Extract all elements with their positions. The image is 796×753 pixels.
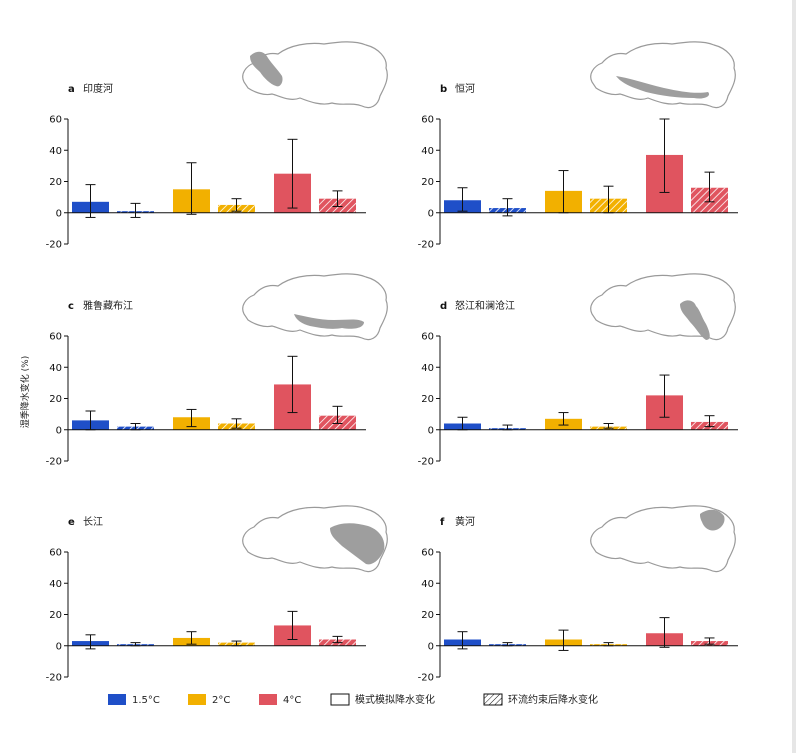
y-tick-label: -20 [418,673,434,684]
legend-label-model: 模式模拟降水变化 [355,693,435,706]
y-tick-label: 40 [421,146,434,157]
indus-basin-map-icon [242,41,388,109]
panel-letter: b [440,84,447,95]
y-tick-label: 0 [56,208,62,219]
legend-label-2c: 2°C [212,695,230,706]
panel-letter: a [68,84,75,95]
panel-letter: d [440,301,447,312]
panel-e: e 长江 60 40 20 0 -20 [46,505,388,684]
panel-c: c 雅鲁藏布江 60 40 20 0 -20 [46,273,388,468]
y-tick-label: 0 [428,641,434,652]
y-tick-label: 20 [49,394,62,405]
y-tick-label: 60 [49,548,62,559]
y-tick-label: 20 [49,177,62,188]
legend-swatch-2c [188,694,206,705]
y-tick-label: 0 [428,208,434,219]
panel-b: b 恒河 60 40 20 0 -20 [418,41,738,251]
basin-highlight [700,509,725,531]
plateau-outline [590,505,736,573]
y-tick-label: 40 [49,363,62,374]
panel-title: 雅鲁藏布江 [83,299,133,312]
plateau-outline [590,41,736,109]
basin-highlight [294,314,364,329]
y-tick-label: 20 [49,610,62,621]
plateau-outline [242,41,388,109]
legend-label-1p5c: 1.5°C [132,695,160,706]
y-tick-label: -20 [46,457,62,468]
y-axis-label: 湿季降水变化 (%) [19,356,31,428]
basin-highlight [250,51,283,87]
ganges-basin-map-icon [590,41,736,109]
panel-title: 印度河 [83,82,113,95]
y-tick-label: 60 [421,332,434,343]
y-tick-label: 60 [49,115,62,126]
y-tick-label: 40 [421,363,434,374]
yangtze-basin-map-icon [242,505,388,573]
panel-title: 恒河 [455,82,475,95]
plateau-outline [590,273,736,341]
panel-letter: f [440,517,445,528]
y-tick-label: 60 [421,115,434,126]
panel-title: 黄河 [455,515,475,528]
nu-lancang-basin-map-icon [590,273,736,341]
plateau-outline [242,273,388,341]
y-tick-label: 20 [421,177,434,188]
basin-highlight [330,523,385,565]
y-tick-label: -20 [418,240,434,251]
y-tick-label: 40 [421,579,434,590]
y-tick-label: 0 [56,425,62,436]
legend-swatch-model [330,693,350,706]
panel-d: d 怒江和澜沧江 60 40 20 0 -20 [418,273,738,468]
y-tick-label: 20 [421,610,434,621]
legend-swatch-1p5c [108,694,126,705]
y-tick-label: 60 [49,332,62,343]
y-tick-label: -20 [418,457,434,468]
yellow-river-basin-map-icon [590,505,736,573]
panels: a 印度河 60 40 20 0 -20 b 恒河 60 40 20 0 -20 c 雅鲁藏布江 60 40 20 0… [46,41,738,684]
y-tick-label: 60 [421,548,434,559]
panel-a: a 印度河 60 40 20 0 -20 [46,41,388,251]
y-tick-label: -20 [46,673,62,684]
panel-title: 长江 [83,516,103,528]
right-edge-strip [792,0,796,753]
basin-highlight [616,76,710,99]
panel-letter: c [68,301,74,312]
panel-title: 怒江和澜沧江 [455,299,515,312]
basin-highlight [680,300,710,340]
legend-swatch-constrained [483,693,503,706]
y-tick-label: 0 [56,641,62,652]
y-tick-label: 40 [49,579,62,590]
legend-label-4c: 4°C [283,695,301,706]
legend-swatch-4c [259,694,277,705]
yarlung-tsangpo-basin-map-icon [242,273,388,341]
y-tick-label: 40 [49,146,62,157]
y-tick-label: -20 [46,240,62,251]
panel-letter: e [68,517,75,528]
legend-label-constrained: 环流约束后降水变化 [508,693,598,706]
panel-f: f 黄河 60 40 20 0 -20 [418,505,738,684]
legend: 1.5°C 2°C 4°C 模式模拟降水变化 环流约束后降水变化 [108,693,598,706]
y-tick-label: 20 [421,394,434,405]
y-tick-label: 0 [428,425,434,436]
plateau-outline [242,505,388,573]
